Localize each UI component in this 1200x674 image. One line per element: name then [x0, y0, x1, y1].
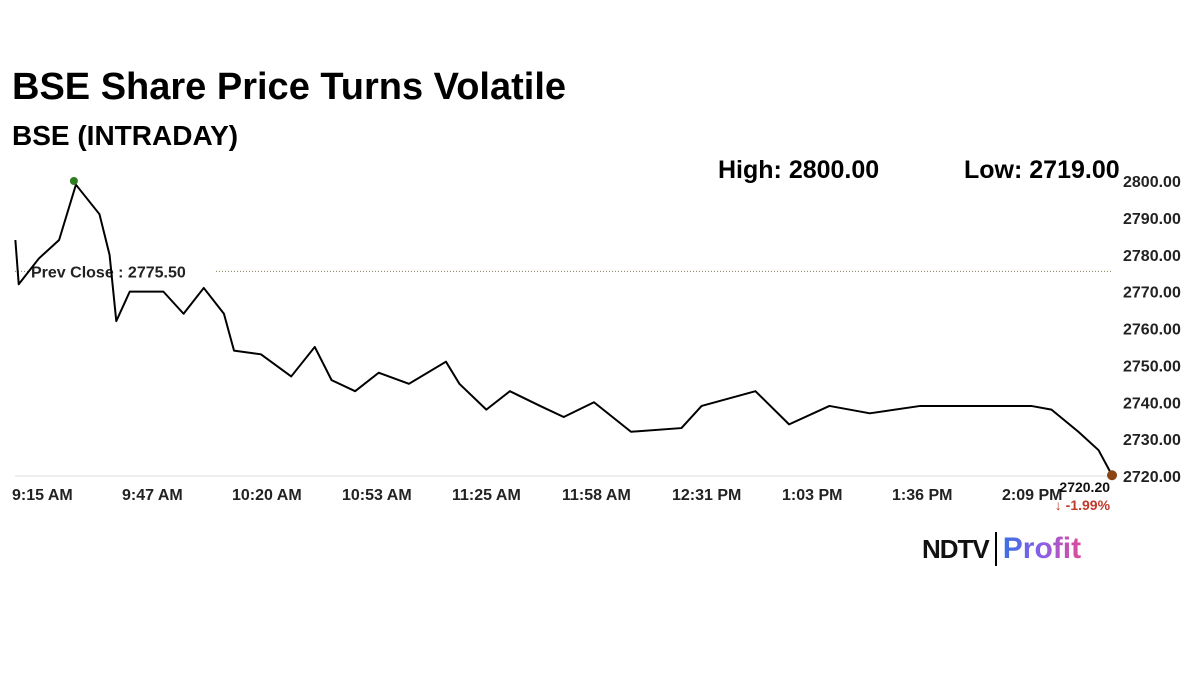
- prev-close-label: Prev Close : 2775.50: [31, 264, 186, 281]
- price-line: [14, 183, 1113, 476]
- y-tick-label: 2730.00: [1123, 432, 1181, 449]
- logo-profit: Profit: [1002, 532, 1082, 565]
- high-marker: [69, 177, 78, 185]
- prev-close-label-bg: [28, 260, 214, 283]
- low-label: Low: 2719.00: [964, 156, 1120, 184]
- x-tick-label: 9:15 AM: [12, 487, 73, 504]
- y-tick-label: 2800.00: [1123, 174, 1181, 191]
- x-tick-label: 11:25 AM: [452, 487, 521, 504]
- last-price-marker: [1107, 470, 1118, 481]
- y-tick-label: 2770.00: [1123, 285, 1181, 302]
- ndtv-profit-logo: NDTV Profit: [922, 532, 1081, 566]
- chart-title: BSE Share Price Turns Volatile: [12, 66, 567, 108]
- chart-subtitle: BSE (INTRADAY): [12, 120, 239, 151]
- y-tick-label: 2760.00: [1123, 322, 1181, 339]
- logo-divider: [994, 532, 997, 566]
- x-tick-label: 9:47 AM: [122, 487, 183, 504]
- x-tick-label: 11:58 AM: [562, 487, 631, 504]
- y-tick-label: 2780.00: [1123, 248, 1181, 265]
- change-label: ↓ -1.99%: [1055, 497, 1111, 513]
- x-tick-label: 10:53 AM: [342, 487, 412, 504]
- y-tick-label: 2720.00: [1123, 469, 1181, 486]
- high-label: High: 2800.00: [718, 156, 880, 184]
- x-tick-label: 1:36 PM: [892, 487, 952, 504]
- x-tick-label: 12:31 PM: [672, 487, 741, 504]
- y-tick-label: 2750.00: [1123, 358, 1181, 375]
- x-tick-label: 10:20 AM: [232, 487, 302, 504]
- x-tick-label: 1:03 PM: [782, 487, 842, 504]
- y-tick-label: 2790.00: [1123, 211, 1181, 228]
- y-tick-label: 2740.00: [1123, 395, 1181, 412]
- last-price-label: 2720.20: [1059, 479, 1110, 495]
- logo-ndtv: NDTV: [922, 533, 990, 564]
- x-tick-label: 2:09 PM: [1002, 487, 1062, 504]
